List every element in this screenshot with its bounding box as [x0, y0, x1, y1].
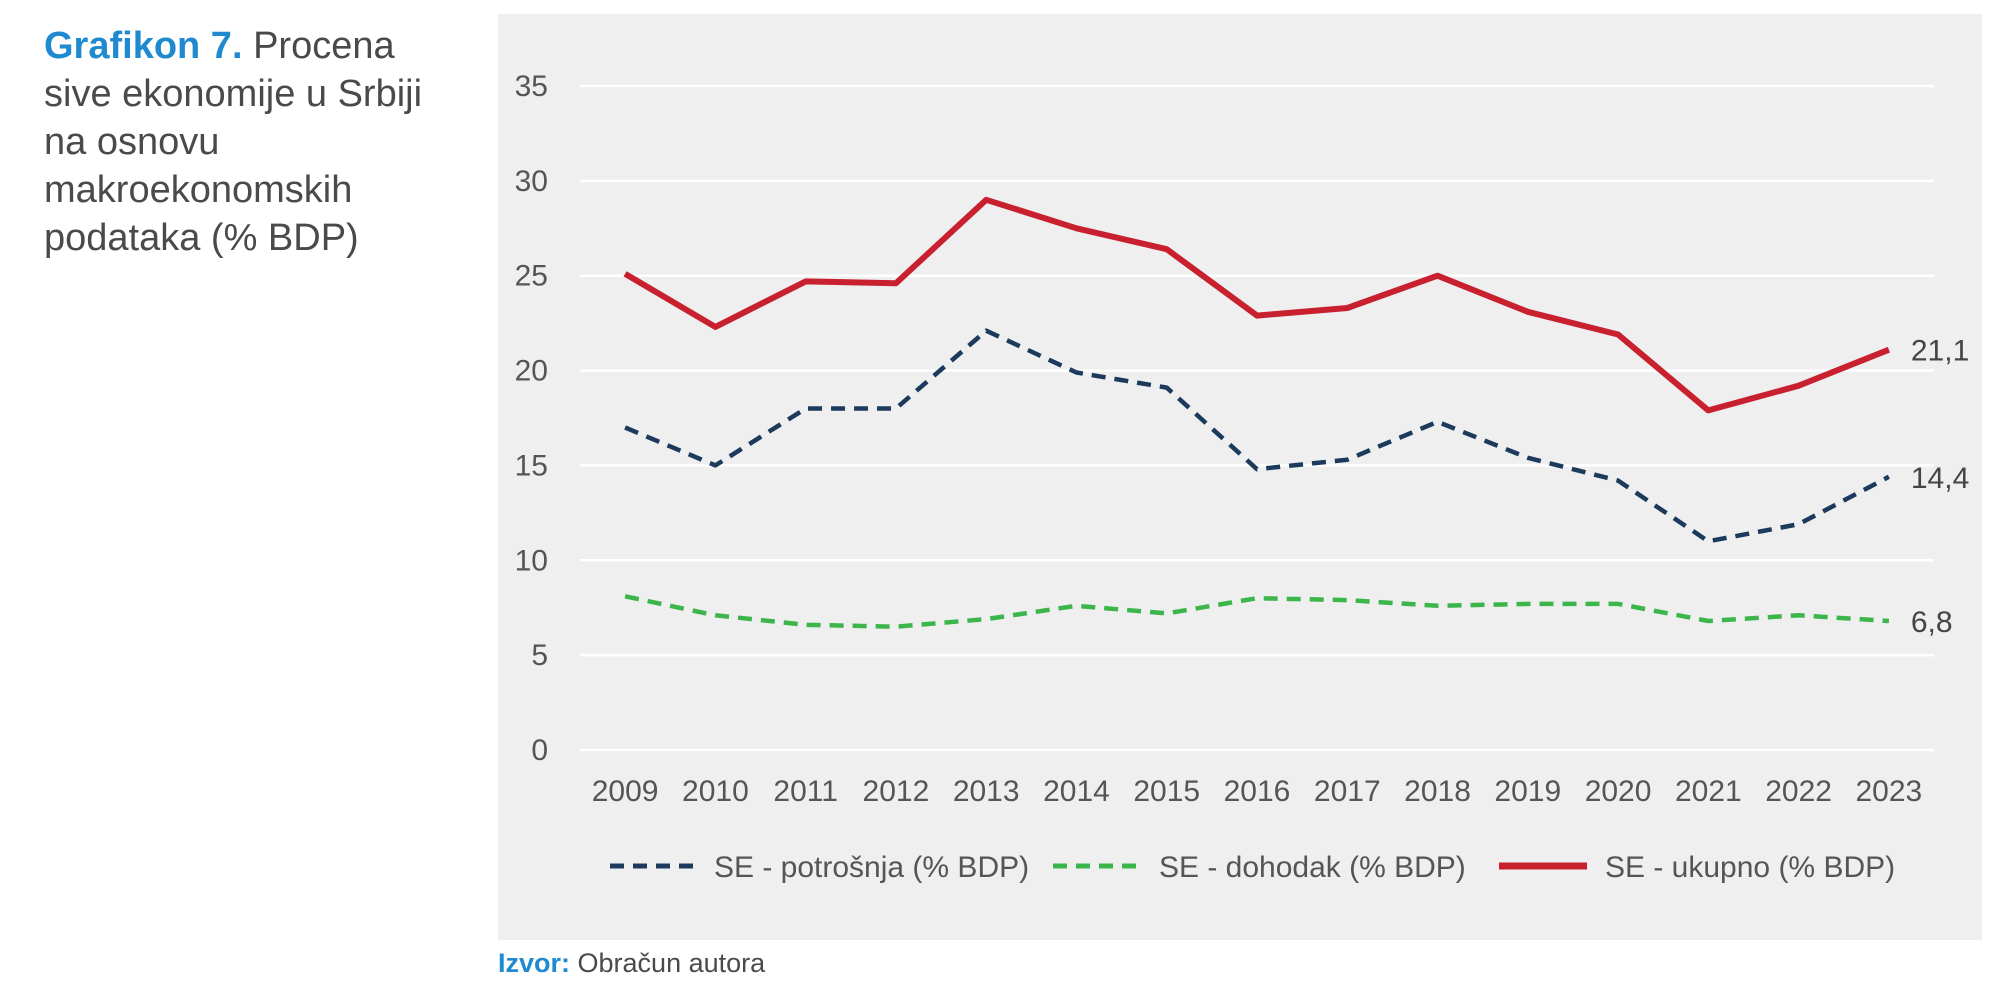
- data-point: [1796, 612, 1802, 618]
- data-point: [1073, 603, 1079, 609]
- x-tick-label: 2014: [1043, 775, 1110, 808]
- data-point: [1344, 305, 1350, 311]
- series-line-1: [624, 328, 1890, 544]
- x-tick-label: 2017: [1314, 775, 1381, 808]
- x-tick-label: 2010: [682, 775, 749, 808]
- x-tick-label: 2020: [1585, 775, 1652, 808]
- data-point: [1796, 521, 1802, 527]
- chart-panel: [498, 14, 1982, 940]
- data-point: [1615, 478, 1621, 484]
- x-tick-label: 2011: [773, 775, 838, 808]
- data-point: [712, 324, 718, 330]
- data-point: [1073, 225, 1079, 231]
- source-note: Izvor: Obračun autora: [498, 948, 765, 979]
- data-point: [622, 593, 628, 599]
- data-point: [983, 616, 989, 622]
- data-point: [893, 280, 899, 286]
- data-point: [1435, 273, 1441, 279]
- data-point: [1796, 383, 1802, 389]
- x-tick-label: 2018: [1404, 775, 1471, 808]
- y-tick-label: 20: [515, 355, 548, 388]
- data-point: [803, 622, 809, 628]
- data-point: [1525, 601, 1531, 607]
- data-point: [622, 424, 628, 430]
- legend-label: SE - potrošnja (% BDP): [714, 851, 1029, 884]
- data-point: [1705, 407, 1711, 413]
- source-lead: Izvor:: [498, 948, 571, 978]
- y-tick-label: 0: [531, 734, 548, 767]
- data-point: [1705, 618, 1711, 624]
- data-point: [1344, 457, 1350, 463]
- source-text: Obračun autora: [577, 948, 766, 978]
- x-tick-label: 2019: [1494, 775, 1561, 808]
- end-value-label: 14,4: [1911, 462, 1969, 495]
- data-point: [1435, 419, 1441, 425]
- data-point: [1254, 313, 1260, 319]
- y-tick-label: 25: [515, 260, 548, 293]
- data-point: [983, 197, 989, 203]
- data-point: [622, 271, 628, 277]
- data-point: [1254, 466, 1260, 472]
- data-point: [1164, 385, 1170, 391]
- data-point: [1525, 455, 1531, 461]
- data-point: [1886, 474, 1892, 480]
- y-tick-label: 5: [531, 639, 548, 672]
- data-point: [1164, 610, 1170, 616]
- data-point: [712, 612, 718, 618]
- data-point: [1615, 601, 1621, 607]
- y-tick-label: 35: [515, 70, 548, 103]
- end-value-label: 21,1: [1911, 335, 1969, 368]
- data-point: [1886, 618, 1892, 624]
- series-line-2: [624, 594, 1890, 629]
- x-tick-label: 2012: [863, 775, 930, 808]
- data-point: [1525, 309, 1531, 315]
- data-point: [712, 462, 718, 468]
- data-point: [893, 624, 899, 630]
- data-point: [1073, 369, 1079, 375]
- series-line-3: [623, 196, 1891, 414]
- y-tick-label: 15: [515, 449, 548, 482]
- data-point: [983, 328, 989, 334]
- data-point: [1254, 595, 1260, 601]
- data-point: [893, 406, 899, 412]
- data-point: [1886, 347, 1892, 353]
- data-point: [803, 278, 809, 284]
- x-tick-label: 2015: [1133, 775, 1200, 808]
- end-value-label: 6,8: [1911, 606, 1953, 639]
- data-point: [1164, 246, 1170, 252]
- data-point: [1435, 603, 1441, 609]
- caption-text: Procena sive ekonomije u Srbiji na osnov…: [44, 25, 423, 259]
- y-tick-label: 10: [515, 544, 548, 577]
- legend-label: SE - ukupno (% BDP): [1605, 851, 1895, 884]
- caption-lead: Grafikon 7.: [44, 25, 243, 67]
- data-point: [1615, 332, 1621, 338]
- data-point: [1705, 538, 1711, 544]
- x-tick-label: 2009: [592, 775, 659, 808]
- chart-caption: Grafikon 7. Procena sive ekonomije u Srb…: [44, 22, 464, 262]
- x-tick-label: 2013: [953, 775, 1020, 808]
- y-tick-label: 30: [515, 165, 548, 198]
- x-tick-label: 2023: [1855, 775, 1922, 808]
- x-tick-label: 2016: [1224, 775, 1291, 808]
- x-tick-label: 2022: [1765, 775, 1832, 808]
- data-point: [803, 406, 809, 412]
- data-point: [1344, 597, 1350, 603]
- legend-label: SE - dohodak (% BDP): [1159, 851, 1466, 884]
- x-tick-label: 2021: [1675, 775, 1742, 808]
